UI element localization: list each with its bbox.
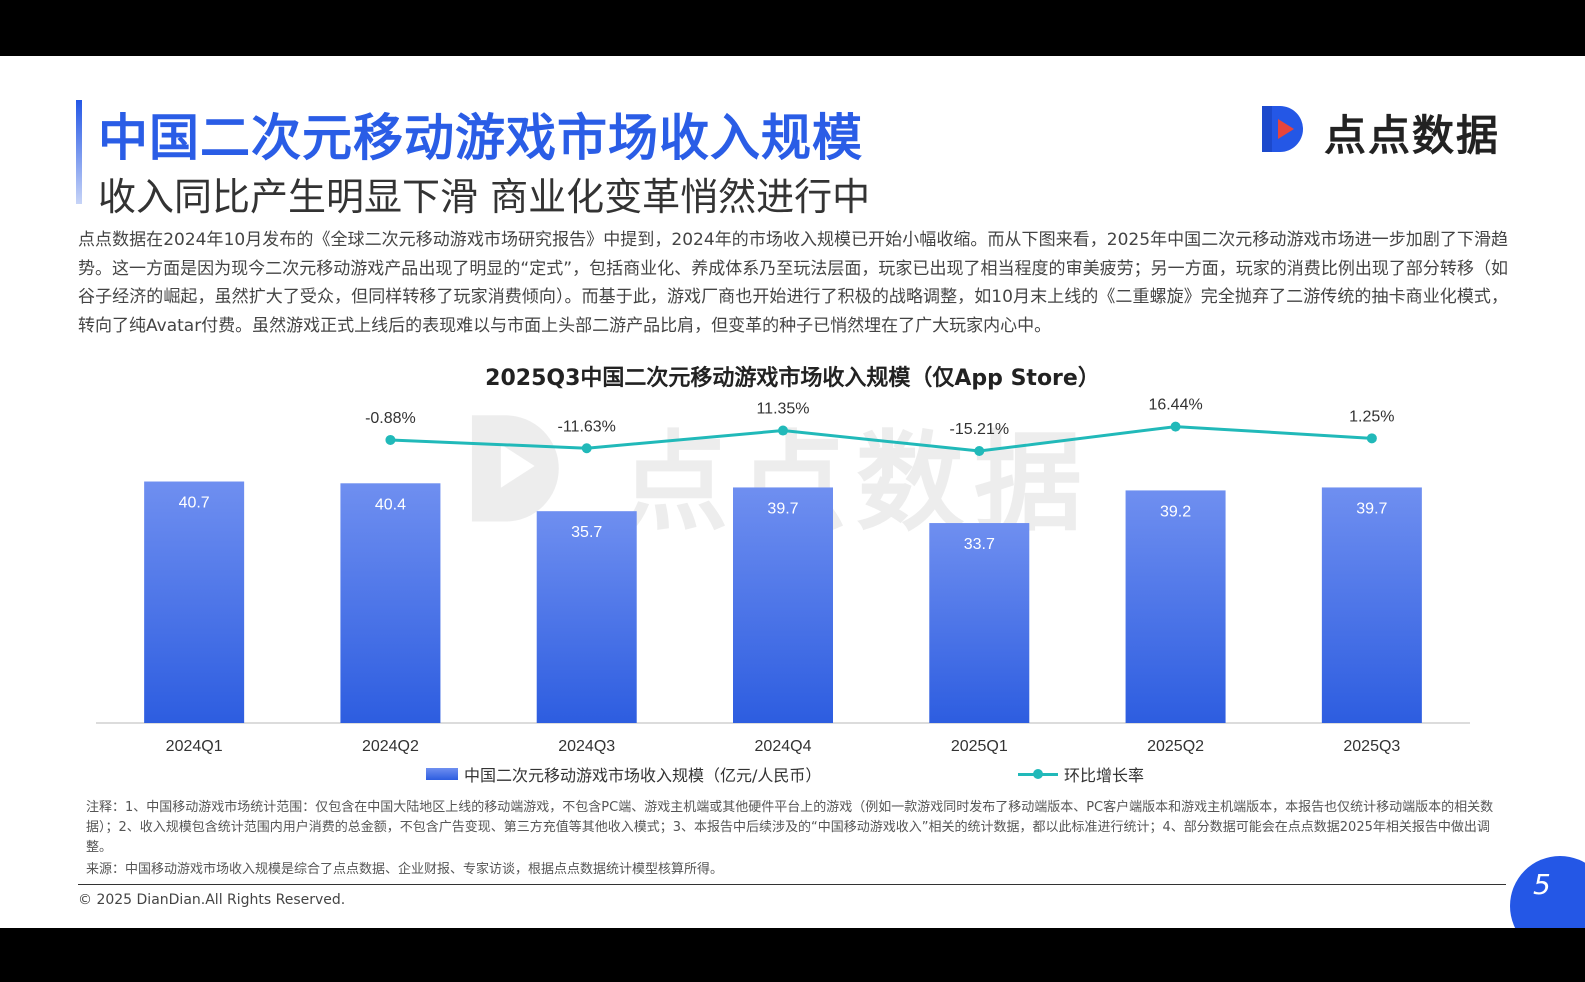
bar-label-2025Q3: 39.7 xyxy=(1356,500,1387,517)
x-tick-2024Q2: 2024Q2 xyxy=(362,738,419,755)
growth-label-2024Q2: -0.88% xyxy=(365,410,416,427)
bar-2025Q1 xyxy=(929,523,1030,723)
slide: 点点数据 中国二次元移动游戏市场收入规模 收入同比产生明显下滑 商业化变革悄然进… xyxy=(0,56,1585,928)
bar-2024Q2 xyxy=(340,483,441,723)
growth-point-2025Q2 xyxy=(1170,421,1181,432)
intro-paragraph: 点点数据在2024年10月发布的《全球二次元移动游戏市场研究报告》中提到，202… xyxy=(78,230,1508,336)
title-accent-bar xyxy=(76,100,82,204)
legend-line-swatch xyxy=(1018,769,1058,779)
x-tick-2024Q4: 2024Q4 xyxy=(755,738,812,755)
legend-bar-label: 中国二次元移动游戏市场收入规模（亿元/人民币） xyxy=(464,766,822,785)
bar-2025Q3 xyxy=(1321,487,1422,723)
growth-rate-line xyxy=(390,425,1372,453)
footer-divider xyxy=(78,884,1506,885)
diandian-logo-icon xyxy=(1262,106,1303,152)
growth-point-2024Q3 xyxy=(581,443,592,454)
page-number: 5 xyxy=(1533,868,1551,901)
x-tick-2025Q3: 2025Q3 xyxy=(1343,738,1400,755)
chart-title: 2025Q3中国二次元移动游戏市场收入规模（仅App Store） xyxy=(485,366,1100,391)
x-tick-2024Q1: 2024Q1 xyxy=(166,738,223,755)
x-tick-2025Q2: 2025Q2 xyxy=(1147,738,1204,755)
growth-label-2025Q2: 16.44% xyxy=(1148,397,1202,414)
revenue-chart: 40.7 2024Q1 40.4 2024Q2 35.7 2024Q3 39.7 2024Q4… xyxy=(96,397,1470,755)
bar-label-2024Q2: 40.4 xyxy=(375,496,406,513)
brand-name: 点点数据 xyxy=(1324,111,1501,160)
growth-label-2024Q3: -11.63% xyxy=(558,418,616,435)
bar-label-2024Q4: 39.7 xyxy=(767,500,798,517)
bar-2024Q3 xyxy=(536,511,637,723)
brand-logo: 点点数据 xyxy=(1258,100,1518,162)
source-note: 来源：中国移动游戏市场收入规模是综合了点点数据、企业财报、专家访谈，根据点点数据… xyxy=(86,862,724,877)
growth-point-2025Q1 xyxy=(974,446,985,457)
x-tick-2024Q3: 2024Q3 xyxy=(558,738,615,755)
bar-label-2024Q1: 40.7 xyxy=(179,495,210,512)
bar-label-2024Q3: 35.7 xyxy=(571,524,602,541)
bar-2025Q2 xyxy=(1125,490,1226,723)
growth-point-2025Q3 xyxy=(1366,433,1377,444)
page-subtitle: 收入同比产生明显下滑 商业化变革悄然进行中 xyxy=(98,175,871,219)
copyright: © 2025 DianDian.All Rights Reserved. xyxy=(78,892,346,908)
footnote: 注释：1、中国移动游戏市场统计范围：仅包含在中国大陆地区上线的移动端游戏，不包含… xyxy=(86,800,1494,855)
growth-label-2024Q4: 11.35% xyxy=(756,401,809,418)
growth-label-2025Q1: -15.21% xyxy=(949,421,1009,438)
growth-point-2024Q4 xyxy=(778,425,788,436)
legend-line-label: 环比增长率 xyxy=(1064,766,1145,785)
page-title: 中国二次元移动游戏市场收入规模 xyxy=(98,109,863,167)
x-tick-2025Q1: 2025Q1 xyxy=(951,738,1008,755)
growth-label-2025Q3: 1.25% xyxy=(1349,408,1394,425)
bar-label-2025Q2: 39.2 xyxy=(1160,503,1191,520)
bar-2024Q1 xyxy=(144,481,245,723)
legend-bar-swatch xyxy=(426,768,458,780)
growth-point-2024Q2 xyxy=(385,434,396,445)
bar-label-2025Q1: 33.7 xyxy=(964,536,995,553)
bar-2024Q4 xyxy=(733,487,833,723)
